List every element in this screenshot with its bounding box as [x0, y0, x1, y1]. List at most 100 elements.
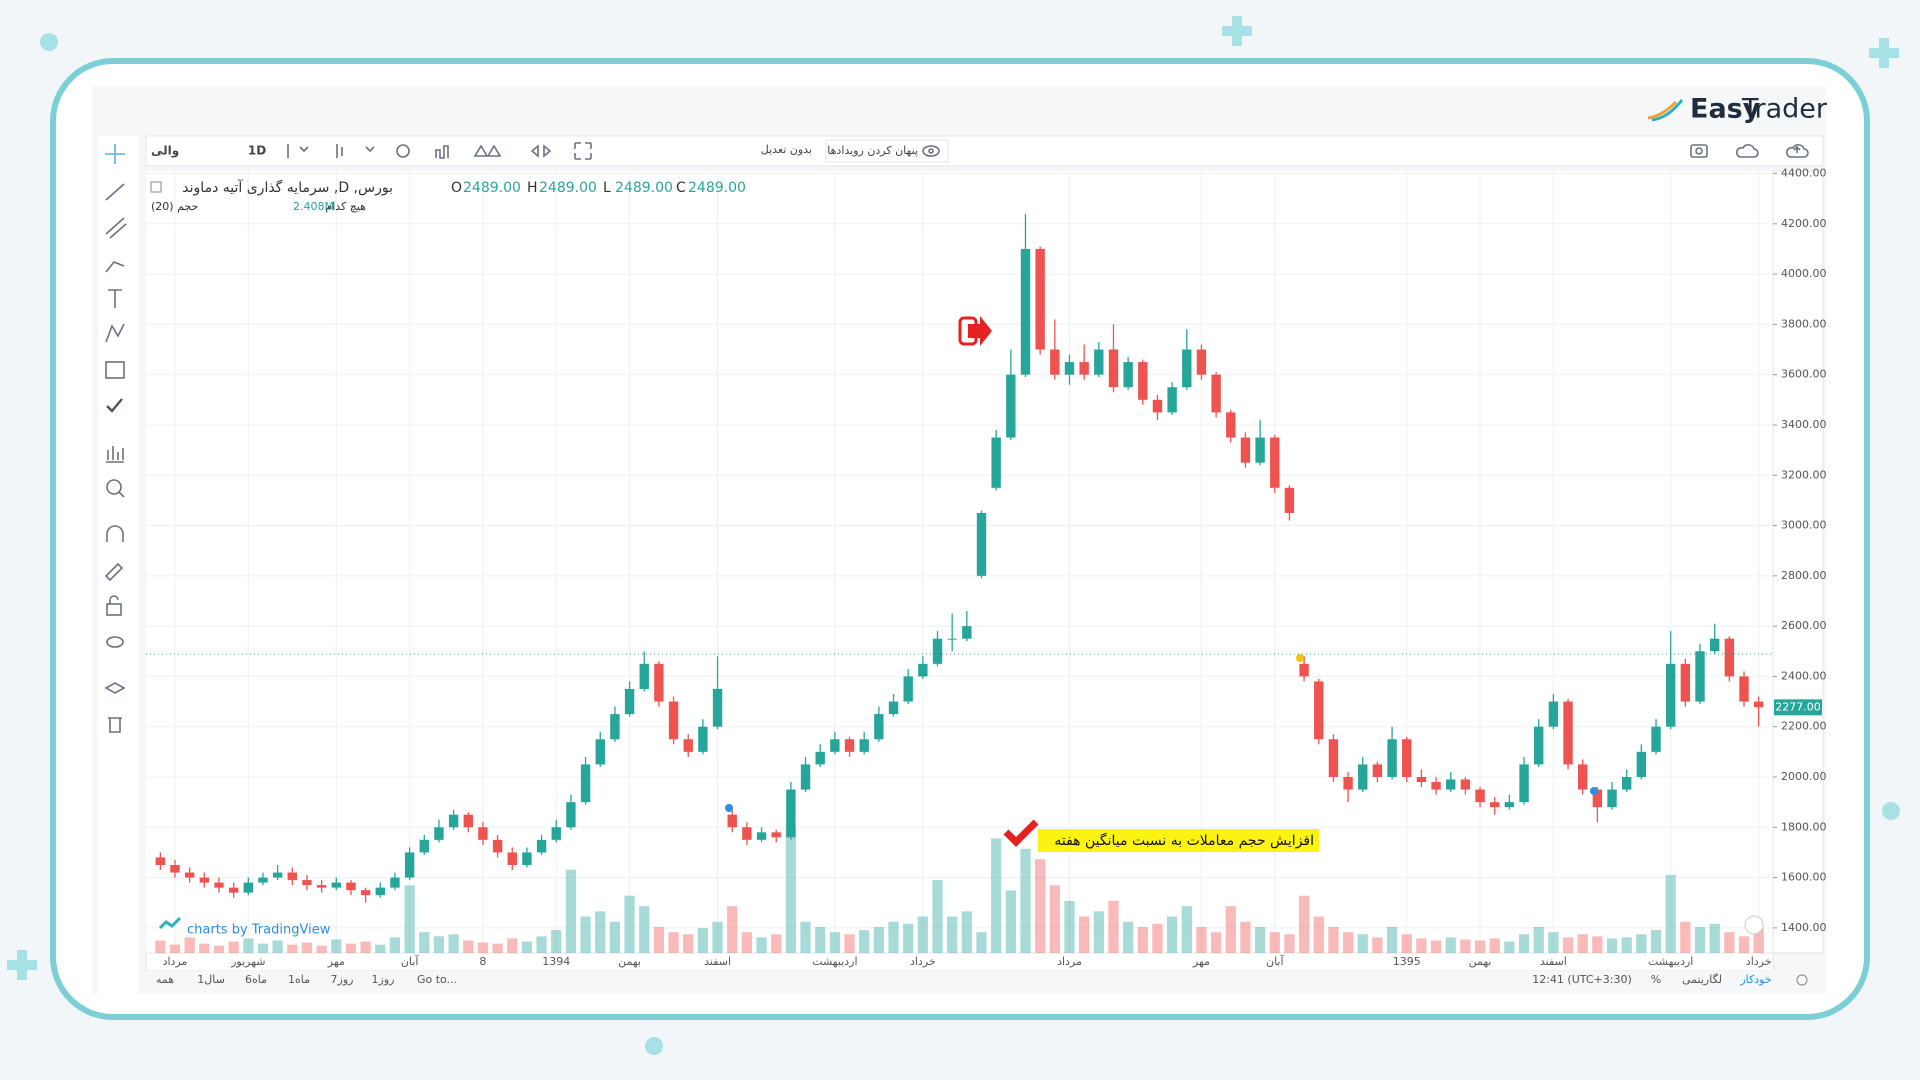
candle-body — [844, 739, 855, 752]
candle-body — [1402, 739, 1412, 777]
y-tick-label: 3200.00 — [1781, 468, 1827, 481]
right-toolbar-icons[interactable] — [1690, 144, 1809, 158]
candle-body — [155, 857, 166, 865]
annotation-box — [1038, 829, 1319, 852]
volume-bar — [1005, 890, 1016, 953]
candle-body — [1475, 789, 1485, 803]
candle-body — [815, 751, 825, 765]
candle-body — [888, 701, 899, 715]
auto-toggle[interactable]: خودکار — [1739, 973, 1771, 986]
candle-body — [976, 512, 987, 576]
volume-bar — [653, 926, 665, 953]
candle-body — [1592, 789, 1603, 808]
volume-bar — [1518, 934, 1530, 953]
volume-bar — [1181, 906, 1192, 953]
interval[interactable]: 1D — [248, 144, 266, 158]
chart-pane — [146, 171, 1773, 953]
volume-bar — [1166, 916, 1178, 953]
volume-bar — [404, 885, 415, 953]
range-button[interactable]: 1روز — [372, 973, 395, 986]
hide-events-button[interactable] — [825, 139, 949, 163]
candle-body — [698, 726, 708, 752]
toolbar-icons[interactable] — [287, 142, 592, 160]
volume-bar — [521, 941, 533, 953]
volume-bar — [727, 906, 738, 953]
candle-body — [1211, 374, 1221, 413]
drawing-tools[interactable] — [104, 144, 127, 733]
check-icon — [1003, 819, 1039, 847]
y-tick-label: 1600.00 — [1781, 871, 1827, 884]
event-dot[interactable] — [1590, 787, 1598, 795]
x-tick-label: اردیبهشت — [812, 955, 857, 968]
candle-body — [1739, 676, 1749, 702]
range-button[interactable]: 6ماه — [245, 973, 267, 986]
y-tick-label: 4200.00 — [1781, 217, 1827, 230]
range-button[interactable]: 7روز — [331, 973, 354, 986]
y-tick-label: 2000.00 — [1781, 770, 1827, 783]
candle-body — [727, 814, 737, 828]
plot: 1400.00 1600.00 1800.00 2000.00 2200.00 2400.… — [146, 167, 1827, 968]
y-tick-label: 4000.00 — [1781, 267, 1827, 280]
candle-body — [1446, 779, 1456, 790]
eye-icon — [922, 145, 940, 157]
candle-body — [683, 739, 693, 752]
volume-bar — [492, 943, 503, 953]
candle-body — [947, 638, 957, 640]
volume-bar — [1357, 934, 1368, 953]
volume-bar — [1562, 937, 1574, 953]
volume-bar — [873, 926, 884, 953]
volume-bar — [1636, 934, 1647, 953]
event-dot[interactable] — [725, 804, 733, 812]
candle-body — [932, 638, 943, 664]
candle-body — [492, 839, 503, 853]
symbol[interactable]: والی — [151, 144, 179, 159]
volume-bar — [1533, 926, 1544, 953]
range-button[interactable]: همه — [156, 973, 174, 986]
goto[interactable]: Go to... — [417, 973, 457, 986]
candle-body — [522, 852, 532, 865]
volume-bar — [961, 911, 972, 953]
watermark[interactable]: charts by TradingView — [187, 923, 331, 938]
volume-bar — [1401, 934, 1412, 953]
logo-swoosh — [1647, 100, 1678, 120]
log-toggle[interactable]: لگاریتمی — [1682, 973, 1722, 986]
volume-bar — [697, 928, 709, 953]
volume-bar — [331, 939, 342, 953]
volume-bar — [228, 941, 239, 953]
volume-bar — [1504, 941, 1515, 953]
volume-bar — [1753, 927, 1764, 953]
range-button[interactable]: 1سال — [197, 973, 225, 986]
volume-bar — [1225, 906, 1236, 953]
ohlc-value: 2489.00 — [615, 180, 673, 196]
volume-bar — [477, 942, 489, 953]
volume-bar — [375, 944, 386, 953]
collapse-box[interactable] — [150, 181, 162, 193]
adjust-toggle[interactable]: بدون تعدیل — [761, 143, 812, 156]
candle-body — [1182, 349, 1192, 388]
scroll-button[interactable] — [1744, 915, 1764, 935]
volume-bar — [756, 937, 767, 953]
x-tick-label: اسفند — [1540, 955, 1567, 968]
x-tick-label: مرداد — [163, 955, 188, 968]
volume-bar — [917, 916, 928, 953]
volume-bar — [1665, 874, 1676, 953]
candle-body — [566, 802, 576, 828]
volume-bar — [1650, 930, 1662, 953]
range-button[interactable]: 1ماه — [288, 973, 310, 986]
settings-icon[interactable] — [1796, 974, 1808, 986]
volume-bar — [1079, 916, 1090, 953]
volume-bar — [257, 943, 269, 953]
candle-body — [199, 877, 210, 883]
volume-bar — [507, 938, 518, 953]
volume-bar — [1694, 926, 1706, 953]
y-tick-label: 4400.00 — [1781, 167, 1827, 180]
volume-bar — [741, 932, 753, 953]
y-tick-label: 2200.00 — [1781, 720, 1827, 733]
volume-bar — [287, 944, 298, 953]
volume-bar — [463, 940, 474, 953]
percent-toggle[interactable]: % — [1651, 973, 1661, 986]
candle-body — [800, 764, 811, 790]
candle-body — [1343, 776, 1353, 790]
candle-body — [580, 764, 591, 803]
event-dot[interactable] — [1296, 654, 1304, 662]
